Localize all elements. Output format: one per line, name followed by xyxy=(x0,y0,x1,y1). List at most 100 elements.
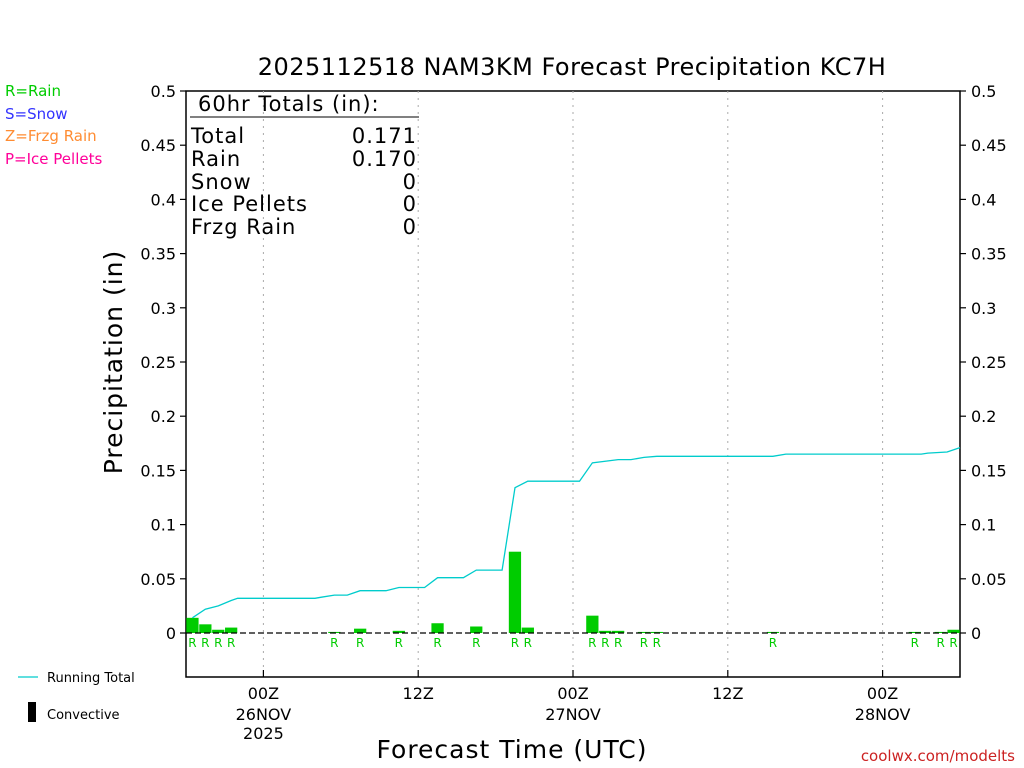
y-tick-label-right: 0.2 xyxy=(971,407,996,426)
precip-bar xyxy=(947,629,960,633)
y-tick-label-left: 0.05 xyxy=(140,570,176,589)
running-total-series xyxy=(192,446,961,619)
y-tick-label-right: 0.15 xyxy=(971,461,1007,480)
ptype-legend: R=Rain S=Snow Z=Frzg Rain P=Ice Pellets xyxy=(5,82,102,168)
y-tick-label-right: 0.3 xyxy=(971,299,996,318)
totals-value-snow: 0 xyxy=(403,170,417,194)
x-tick-label: 12Z xyxy=(403,684,434,703)
totals-header: 60hr Totals (in): xyxy=(198,92,380,116)
ptype-label: R xyxy=(330,636,338,650)
x-tick-year: 2025 xyxy=(243,724,284,743)
totals-value-frzg-rain: 0 xyxy=(403,215,417,239)
y-tick-label-left: 0.15 xyxy=(140,461,176,480)
totals-value-total: 0.171 xyxy=(352,124,417,148)
totals-value-ice-pellets: 0 xyxy=(403,192,417,216)
legend-snow: S=Snow xyxy=(5,105,68,123)
precip-bar xyxy=(392,630,405,633)
ptype-label: R xyxy=(601,636,609,650)
y-tick-label-right: 0.35 xyxy=(971,245,1007,264)
x-tick-date: 26NOV xyxy=(236,705,292,724)
y-tick-label-left: 0.5 xyxy=(151,82,176,101)
ptype-label: R xyxy=(949,636,957,650)
y-tick-label-left: 0.3 xyxy=(151,299,176,318)
totals-label-snow: Snow xyxy=(191,170,252,194)
y-tick-label-right: 0.5 xyxy=(971,82,996,101)
ptype-label: R xyxy=(214,636,222,650)
ptype-label: R xyxy=(472,636,480,650)
precip-bar xyxy=(934,631,947,633)
x-tick-date: 27NOV xyxy=(545,705,601,724)
x-tick-label: 00Z xyxy=(867,684,898,703)
x-tick-label: 12Z xyxy=(712,684,743,703)
x-tick-label: 00Z xyxy=(248,684,279,703)
ptype-label: R xyxy=(911,636,919,650)
ptype-label: R xyxy=(588,636,596,650)
totals-box: 60hr Totals (in): Total 0.171 Rain 0.170… xyxy=(190,92,419,239)
ptype-label: R xyxy=(511,636,519,650)
ptype-label: R xyxy=(201,636,209,650)
ptype-label: R xyxy=(640,636,648,650)
ptype-label: R xyxy=(614,636,622,650)
precip-bar xyxy=(637,631,651,633)
y-tick-label-left: 0.35 xyxy=(140,245,176,264)
totals-label-total: Total xyxy=(190,124,245,148)
y-tick-label-left: 0 xyxy=(166,624,176,643)
precip-bar xyxy=(199,624,212,633)
ptype-label: R xyxy=(936,636,944,650)
ptype-label: R xyxy=(188,636,196,650)
y-tick-label-right: 0.25 xyxy=(971,353,1007,372)
y-axis-ticks: 0 00.05 0.050.1 0.10.15 0.150.2 0.20.25 0.250.… xyxy=(140,82,1006,643)
precip-bar xyxy=(586,615,599,633)
totals-label-frzg-rain: Frzg Rain xyxy=(191,215,296,239)
precip-bars xyxy=(186,551,960,633)
running-total-legend-label: Running Total xyxy=(47,671,135,686)
y-tick-label-right: 0.05 xyxy=(971,570,1007,589)
x-tick-label: 00Z xyxy=(557,684,588,703)
precip-bar xyxy=(212,629,225,633)
bottom-legend: Running Total Convective xyxy=(18,671,135,723)
precip-bar xyxy=(521,627,534,633)
y-tick-label-left: 0.2 xyxy=(151,407,176,426)
ptype-label: R xyxy=(524,636,532,650)
y-tick-label-right: 0.1 xyxy=(971,516,996,535)
x-axis-label: Forecast Time (UTC) xyxy=(377,735,648,764)
running-total-line xyxy=(192,446,961,619)
totals-value-rain: 0.170 xyxy=(352,147,417,171)
ptype-label: R xyxy=(769,636,777,650)
convective-legend-swatch xyxy=(28,702,36,722)
chart-title: 2025112518 NAM3KM Forecast Precipitation… xyxy=(258,53,887,81)
y-tick-label-right: 0.45 xyxy=(971,136,1007,155)
precip-bar xyxy=(354,628,367,633)
ptype-label: R xyxy=(653,636,661,650)
convective-legend-label: Convective xyxy=(47,708,120,723)
credit-text: coolwx.com/modelts xyxy=(861,747,1015,765)
legend-frzg-rain: Z=Frzg Rain xyxy=(5,127,97,145)
precip-bar xyxy=(612,630,625,633)
legend-rain: R=Rain xyxy=(5,82,61,100)
precip-bar xyxy=(431,623,444,633)
y-tick-label-left: 0.4 xyxy=(151,190,176,209)
legend-ice-pellets: P=Ice Pellets xyxy=(5,150,102,168)
precip-bar xyxy=(599,630,612,633)
grid-layer xyxy=(262,91,884,677)
precip-bar xyxy=(186,617,199,633)
y-tick-label-left: 0.25 xyxy=(140,353,176,372)
x-tick-date: 28NOV xyxy=(855,705,911,724)
y-tick-label-left: 0.45 xyxy=(140,136,176,155)
ptype-label: R xyxy=(227,636,235,650)
y-axis-label: Precipitation (in) xyxy=(99,250,128,475)
precip-bar xyxy=(225,627,238,633)
ptype-label: R xyxy=(356,636,364,650)
totals-label-rain: Rain xyxy=(191,147,241,171)
y-tick-label-right: 0.4 xyxy=(971,190,996,209)
y-tick-label-right: 0 xyxy=(971,624,981,643)
precip-bar xyxy=(908,631,921,633)
ptype-label: R xyxy=(433,636,441,650)
ptype-label: R xyxy=(395,636,403,650)
precip-bar xyxy=(508,551,522,633)
y-tick-label-left: 0.1 xyxy=(151,516,176,535)
precip-bar xyxy=(470,626,483,633)
